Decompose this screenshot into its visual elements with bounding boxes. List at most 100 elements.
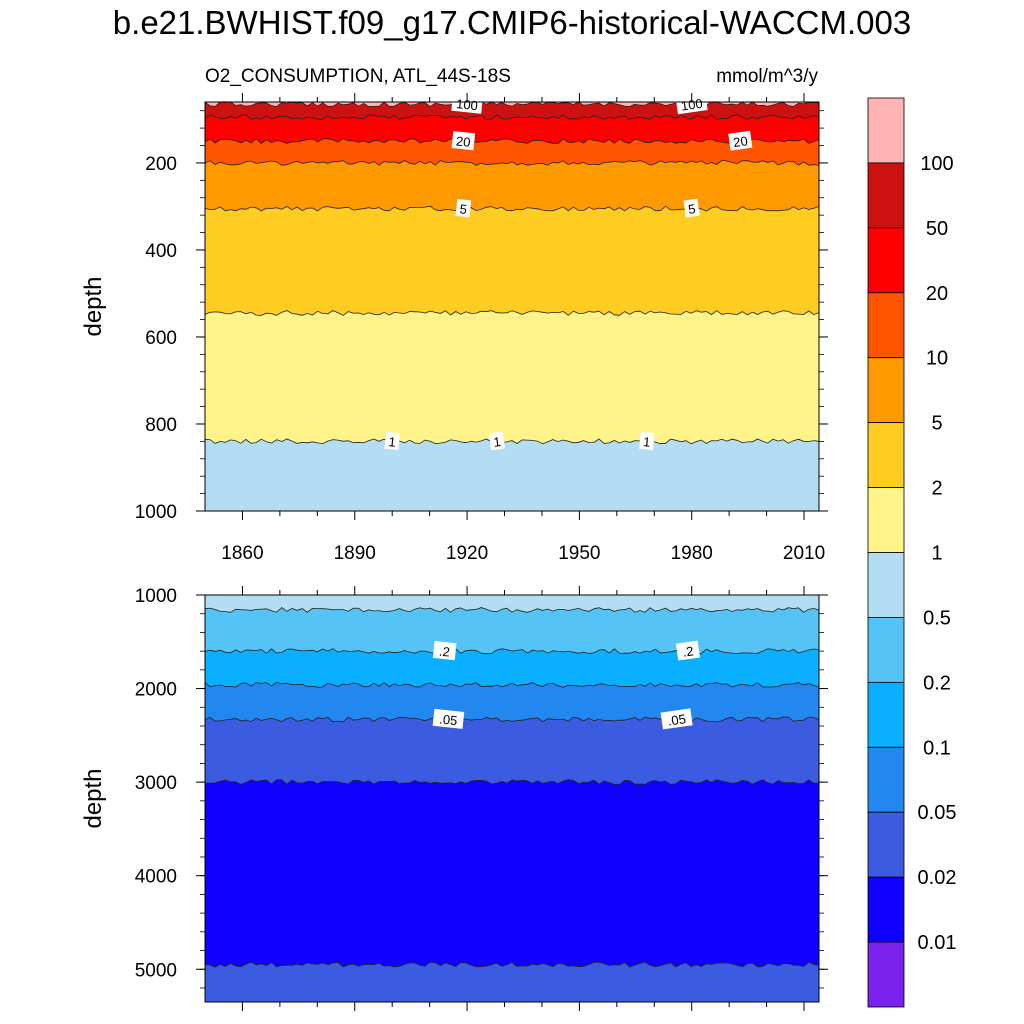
y-axis-title: depth: [80, 276, 107, 336]
contour-label: .2: [432, 640, 457, 661]
colorbar-label: 0.5: [923, 607, 951, 629]
contour-label: 5: [683, 198, 700, 218]
lower-panel: .2 .2 .05 .05 1000 2000 3000 4000 5000 depth: [80, 586, 828, 1011]
colorbar-swatch: [867, 227, 905, 294]
contour-label: 100: [675, 93, 708, 115]
colorbar-label: 5: [931, 413, 942, 435]
contour-band: [205, 439, 819, 511]
contour-label-bg: [432, 640, 457, 661]
contour-label: 20: [728, 130, 753, 151]
colorbar-swatch: [867, 941, 905, 1008]
contour-label-text: 1: [492, 434, 501, 450]
contour-line: [204, 310, 820, 316]
contour-band: [205, 160, 819, 211]
x-tick-label: 1920: [446, 543, 488, 564]
right-subtitle: mmol/m^3/y: [716, 66, 818, 87]
y-tick-label: 400: [145, 241, 177, 262]
colorbar-label: 0.02: [918, 867, 957, 889]
contour-label-bg: [384, 431, 401, 451]
contour-label-text: .05: [439, 711, 459, 728]
contour-label-text: .2: [438, 644, 450, 660]
x-tick-label: 1950: [558, 543, 600, 564]
contour-label: 1: [384, 431, 401, 451]
contour-label-text: 20: [732, 133, 748, 150]
contour-label-text: 100: [455, 96, 478, 113]
contour-label-bg: [451, 93, 483, 114]
plot-frame: [204, 594, 820, 1003]
contour-label-text: 100: [680, 96, 704, 114]
contour-label: 1: [639, 431, 655, 451]
contour-label-text: 5: [687, 201, 696, 217]
contour-line: [204, 438, 820, 445]
contour-line: [204, 160, 820, 166]
colorbar-label: 0.05: [918, 802, 957, 824]
contour-label-bg: [728, 130, 753, 151]
left-subtitle: O2_CONSUMPTION, ATL_44S-18S: [205, 66, 511, 87]
colorbar-label: 0.01: [918, 932, 957, 954]
y-tick-label: 600: [145, 328, 177, 349]
colorbar-label: 1: [931, 543, 942, 565]
upper-panel: 100 100 20 20 5 5 1 1 1 200 400 600 800 1000 1860 1890 1…: [80, 93, 828, 564]
contour-band: [205, 962, 819, 1002]
colorbar-swatch: [867, 292, 905, 359]
colorbar-label: 50: [926, 218, 948, 240]
contour-line: [204, 961, 820, 968]
contour-line: [204, 606, 820, 613]
contour-label-text: 5: [459, 201, 468, 217]
colorbar-swatch: [867, 746, 905, 813]
y-axis-title: depth: [80, 768, 107, 828]
x-tick-label: 2010: [783, 543, 825, 564]
contour-line: [205, 779, 820, 785]
colorbar-swatch: [867, 422, 905, 488]
y-tick-label: 1000: [135, 586, 177, 607]
colorbar-swatch: [867, 681, 905, 748]
plot-frame: [204, 101, 820, 512]
contour-band: [205, 717, 819, 785]
contour-label: 1: [488, 431, 506, 451]
y-tick-label: 800: [145, 415, 177, 436]
colorbar-label: 0.1: [923, 737, 951, 759]
contour-label-bg: [488, 431, 506, 451]
colorbar-label: 20: [926, 283, 948, 305]
colorbar-swatch: [867, 617, 905, 683]
contour-label: 100: [451, 93, 483, 114]
contour-band: [205, 310, 819, 444]
contour-label-text: .05: [667, 711, 687, 728]
colorbar-label: 2: [931, 478, 942, 500]
colorbar-swatch: [867, 357, 905, 424]
y-tick-label: 200: [145, 154, 177, 175]
contour-line: [204, 648, 820, 655]
contour-band: [205, 138, 819, 166]
colorbar-swatch: [867, 97, 905, 164]
colorbar-swatch: [867, 811, 905, 878]
contour-band: [205, 648, 819, 688]
x-tick-label: 1890: [334, 543, 376, 564]
contour-label-text: .2: [682, 643, 695, 659]
colorbar-swatch: [867, 876, 905, 943]
contour-band: [205, 114, 819, 144]
contour-label-bg: [660, 708, 693, 730]
y-tick-label: 2000: [135, 680, 177, 701]
contour-label: .05: [660, 708, 693, 730]
contour-band: [205, 206, 819, 316]
contour-label-bg: [455, 198, 472, 218]
contour-label-bg: [451, 131, 476, 151]
colorbar-label: 0.2: [923, 672, 951, 694]
contour-label-bg: [675, 93, 708, 115]
contour-label: .05: [432, 708, 465, 729]
contour-label-bg: [639, 431, 655, 451]
contour-line: [204, 716, 820, 723]
contour-line: [204, 681, 820, 688]
colorbar-label: 100: [920, 153, 953, 175]
contour-label: 20: [451, 131, 476, 151]
y-tick-label: 4000: [135, 867, 177, 888]
y-tick-label: 3000: [135, 773, 177, 794]
colorbar-swatch: [867, 162, 905, 229]
contour-line: [204, 138, 820, 145]
contour-label: 5: [455, 198, 472, 218]
contour-label-text: 1: [388, 434, 397, 450]
colorbar-label: 10: [926, 348, 948, 370]
y-tick-label: 1000: [135, 502, 177, 523]
contour-label-text: 20: [455, 133, 471, 149]
contour-label-bg: [675, 640, 701, 661]
